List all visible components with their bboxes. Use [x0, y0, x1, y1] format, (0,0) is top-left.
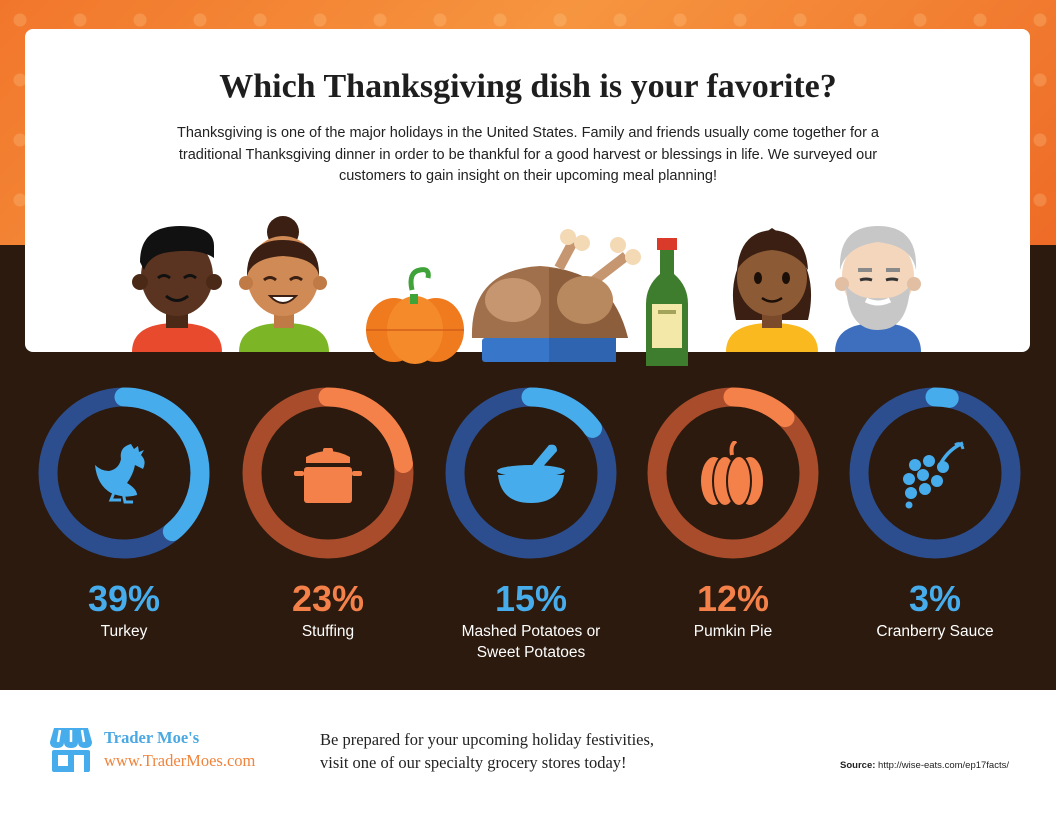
person-woman-green-shirt-icon [239, 216, 329, 352]
call-to-action-text: Be prepared for your upcoming holiday fe… [320, 728, 740, 774]
grapes-icon [903, 441, 965, 509]
category-label: Turkey [24, 621, 224, 642]
roast-turkey-illustration-icon [471, 229, 641, 362]
donut-ring-fill [647, 387, 819, 559]
pumpkin-icon [701, 441, 763, 507]
category-label: Cranberry Sauce [835, 621, 1035, 642]
page-title: Which Thanksgiving dish is your favorite… [219, 68, 837, 105]
category-label-line: Stuffing [301, 623, 355, 640]
mortar-pestle-icon [497, 444, 565, 503]
person-woman-yellow-shirt-icon [726, 228, 818, 352]
category-label-line: Mashed Potatoes or [461, 623, 601, 640]
brand-name: Trader Moe's [104, 728, 200, 747]
category-label: Stuffing [228, 621, 428, 642]
intro-paragraph: Thanksgiving is one of the major holiday… [176, 125, 879, 184]
donut-ring [242, 387, 414, 559]
donut-ring-fill [242, 387, 414, 559]
pumpkin-illustration-icon [366, 267, 464, 364]
category-label-line: Cranberry Sauce [876, 623, 994, 640]
brand-url-link[interactable]: www.TraderMoes.com [104, 751, 256, 770]
storefront-icon [50, 728, 92, 772]
cta-line: visit one of our specialty grocery store… [320, 753, 627, 772]
chicken-icon [95, 444, 145, 504]
category-label-line: Pumkin Pie [693, 623, 773, 640]
percent-value: 15% [494, 578, 568, 619]
person-elderly-man-blue-shirt-icon [835, 226, 921, 352]
wine-bottle-icon [646, 238, 688, 366]
source-url-link[interactable]: http://wise-eats.com/ep17facts/ [878, 760, 1009, 771]
category-label: Pumkin Pie [633, 621, 833, 642]
donut-ring-fill [849, 387, 1021, 559]
donut-ring-fill [38, 387, 210, 559]
source-citation: Source: http://wise-eats.com/ep17facts/ [840, 760, 1009, 771]
donut-ring [445, 387, 617, 559]
cta-line: Be prepared for your upcoming holiday fe… [320, 730, 655, 749]
person-man-red-shirt-icon [132, 226, 222, 352]
percent-value: 3% [908, 578, 962, 619]
category-label: Mashed Potatoes or Sweet Potatoes [431, 621, 631, 663]
category-label-line: Sweet Potatoes [476, 644, 586, 661]
cooking-pot-icon [294, 448, 362, 503]
footer: Trader Moe's www.TraderMoes.com Be prepa… [0, 690, 1056, 816]
thanksgiving-illustration [132, 216, 921, 366]
percent-value: 12% [696, 578, 770, 619]
donut-ring [647, 387, 819, 559]
source-label: Source: [840, 760, 876, 771]
category-label-line: Turkey [100, 623, 148, 640]
percent-value: 39% [87, 578, 161, 619]
donut-ring [38, 387, 210, 559]
donut-ring [849, 387, 1021, 559]
donut-ring-fill [445, 387, 617, 559]
percent-value: 23% [291, 578, 365, 619]
